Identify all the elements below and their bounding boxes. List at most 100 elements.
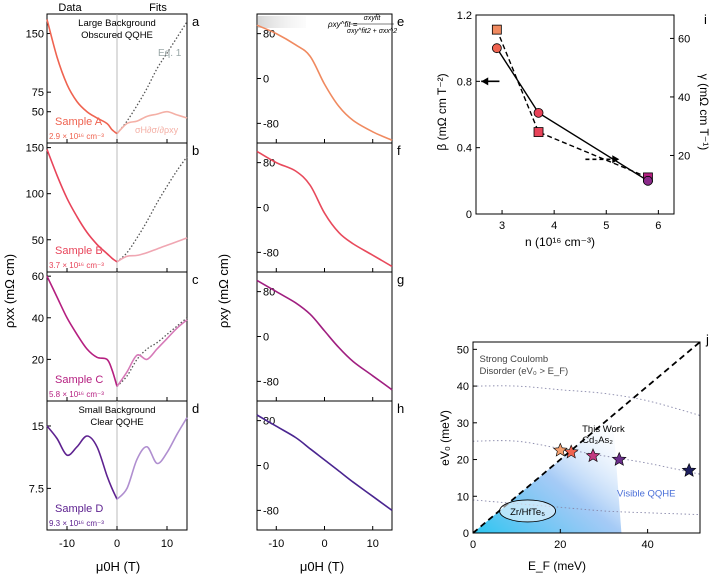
panel-annotation: Clear QQHE: [90, 417, 143, 428]
y-tick-right-label: 20: [678, 150, 690, 162]
carrier-density: 3.7 × 10¹⁶ cm⁻³: [49, 261, 104, 270]
rhoxy-xlabel: μ0H (T): [300, 559, 344, 574]
panel-annotation: Obscured QQHE: [81, 30, 153, 41]
panel-j-xlabel: E_F (meV): [528, 559, 586, 573]
panel-letter: b: [192, 143, 199, 158]
y-tick-label: 20: [32, 354, 44, 366]
header-data-label: Data: [58, 2, 82, 14]
rhoxx-curve-data: [46, 425, 118, 500]
y-tick-label: 50: [457, 344, 469, 356]
panel-i-ylabel: β (mΩ cm T⁻²): [435, 73, 449, 150]
panel-letter: a: [192, 14, 200, 29]
y-tick-label: 0: [463, 528, 469, 540]
gamma-point: [491, 24, 502, 35]
y-tick-label: 7.5: [29, 483, 44, 495]
zr-hfte5-ellipse: [499, 499, 557, 523]
rhoxx-curve-eq1: [116, 156, 188, 263]
star-point: [681, 462, 697, 477]
y-tick-label: 0: [263, 74, 269, 86]
this-work-label: Cd₃As₂: [582, 435, 613, 446]
formula-denominator: σxy^fit2 + σxx^2: [347, 28, 397, 35]
panel-letter: g: [397, 272, 404, 287]
rhoxy-fit-formula: ρxy^fit = σxyfit σxy^fit2 + σxx^2: [327, 15, 397, 35]
y-tick-label: 150: [26, 29, 44, 41]
fit-eq-label: Eq. 1: [158, 48, 182, 59]
star-point: [611, 451, 627, 466]
x-tick-label: 0: [114, 538, 120, 550]
panel-annotation: Small Background: [78, 405, 155, 416]
x-tick-label: 6: [655, 220, 661, 232]
region-upper-label: Disorder (eV₀ > E_F): [480, 366, 569, 377]
y-tick-label: 50: [32, 235, 44, 247]
rhoxx-xlabel: μ0H (T): [96, 559, 140, 574]
y-tick-label: 40: [457, 381, 469, 393]
y-tick-label: -80: [263, 247, 279, 259]
rhoxy-ylabel: ρxy (mΩ cm): [216, 254, 231, 328]
rhoxx-curve-data: [46, 275, 118, 387]
dotted-contour: [472, 385, 701, 416]
fit-label: σH∂σ/∂ρxy: [135, 125, 179, 135]
y-tick-right-label: 40: [678, 92, 690, 104]
dotted-contour: [472, 440, 701, 475]
carrier-density: 9.3 × 10¹⁶ cm⁻³: [49, 519, 104, 528]
panel-letter: d: [192, 401, 199, 416]
rhoxy-curve: [256, 414, 393, 512]
beta-arrowhead: [481, 77, 489, 86]
sample-name: Sample D: [55, 503, 103, 515]
y-tick-right-label: 60: [678, 33, 690, 45]
ellipse-label: Zr/HfTe₅: [510, 507, 545, 518]
region-lower-label: Visible QQHE: [617, 488, 675, 499]
formula-lhs: ρxy^fit =: [327, 20, 358, 29]
y-tick-label: 75: [32, 87, 44, 99]
star-point: [552, 442, 568, 457]
x-tick-label: 5: [603, 220, 609, 232]
x-tick-label: 20: [554, 539, 566, 551]
panel-annotation: Large Background: [78, 18, 156, 29]
y-tick-label: 0: [263, 461, 269, 473]
region-upper-label: Strong Coulomb: [480, 354, 549, 365]
this-work-label: This Work: [582, 424, 625, 435]
sample-name: Sample B: [55, 245, 103, 257]
y-tick-label: -80: [263, 376, 279, 388]
sample-name: Sample C: [55, 374, 103, 386]
panel-j-letter: j: [705, 332, 709, 347]
y-tick-label: 50: [32, 107, 44, 119]
carrier-density: 2.9 × 10¹⁶ cm⁻³: [49, 132, 104, 141]
panel-i-ylabel-right: γ (mΩ cm T⁻¹): [697, 74, 711, 150]
x-tick-label: 40: [641, 539, 653, 551]
y-tick-label: 80: [263, 287, 275, 299]
panel-i-letter: i: [704, 12, 707, 27]
rhoxx-curve-data: [46, 149, 118, 263]
panel-j-ylabel: eV₀ (meV): [438, 410, 452, 466]
panel-letter: e: [397, 14, 404, 29]
panel-letter: h: [397, 401, 404, 416]
y-tick-label: 15: [32, 421, 44, 433]
rhoxx-ylabel: ρxx (mΩ cm): [2, 254, 17, 328]
y-tick-label: 0: [263, 203, 269, 215]
x-tick-label: 0: [321, 538, 327, 550]
x-tick-label: -10: [268, 538, 284, 550]
y-tick-label: 100: [26, 189, 44, 201]
x-tick-label: 3: [499, 220, 505, 232]
y-tick-label: 40: [32, 313, 44, 325]
rhoxx-curve-fit: [116, 417, 188, 500]
rhoxx-curve-fit: [116, 237, 188, 263]
beta-line: [496, 47, 649, 182]
y-tick-label: 0: [466, 209, 472, 221]
rhoxx-curve-eq1: [116, 21, 188, 135]
rhoxx-curve-fit: [116, 110, 188, 135]
carrier-density: 5.8 × 10¹⁶ cm⁻³: [49, 390, 104, 399]
y-tick-label: 150: [26, 143, 44, 155]
rhoxx-curve-data: [46, 19, 118, 135]
y-tick-label: -80: [263, 505, 279, 517]
formula-numerator: σxyfit: [364, 15, 382, 22]
panel-letter: c: [192, 272, 199, 287]
star-point: [585, 448, 601, 463]
y-tick-label: -80: [263, 118, 279, 130]
gamma-arrowhead: [612, 155, 620, 164]
shaded-region: [258, 16, 306, 28]
